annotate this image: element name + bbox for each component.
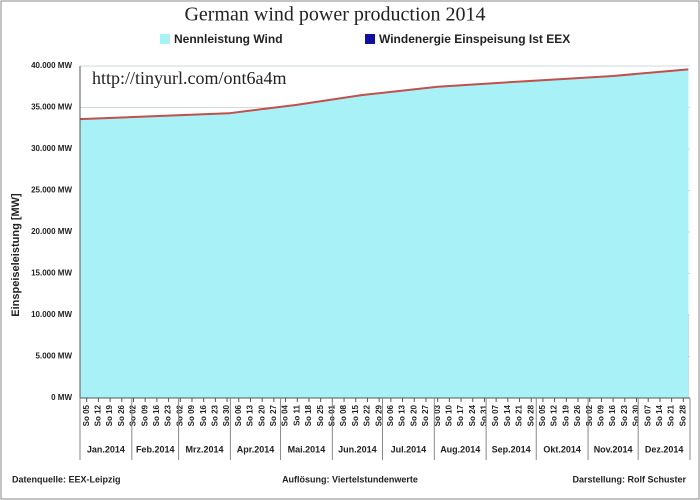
- x-tick-label: So 16: [152, 404, 161, 426]
- month-label: Okt.2014: [543, 444, 581, 454]
- x-tick-label: So 17: [456, 404, 465, 426]
- x-tick-label: So 23: [620, 404, 629, 426]
- month-label: Jul.2014: [391, 444, 427, 454]
- month-label: Feb.2014: [136, 444, 175, 454]
- capacity-line: [79, 68, 689, 121]
- x-tick-label: So 30: [222, 404, 231, 426]
- x-tick-label: So 27: [421, 404, 430, 426]
- month-label: Sep.2014: [492, 444, 531, 454]
- x-tick-label: So 11: [292, 404, 301, 425]
- x-tick-label: So 05: [538, 404, 547, 426]
- x-tick-label: So 07: [643, 404, 652, 426]
- x-tick-label: So 05: [82, 404, 91, 426]
- x-tick-label: So 08: [339, 404, 348, 426]
- x-tick-label: So 19: [561, 404, 570, 426]
- footer: Darstellung: Rolf Schuster: [572, 474, 686, 484]
- month-label: Mai.2014: [288, 444, 326, 454]
- x-tick-label: So 13: [246, 404, 255, 426]
- x-tick-label: So 15: [351, 404, 360, 426]
- legend-swatch: [160, 34, 170, 44]
- month-label: Nov.2014: [594, 444, 633, 454]
- x-tick-label: So 30: [632, 404, 641, 426]
- x-tick-label: So 20: [257, 404, 266, 426]
- x-tick-label: So 09: [597, 404, 606, 426]
- x-tick-label: So 26: [117, 404, 126, 426]
- y-tick-label: 0 MW: [51, 393, 72, 402]
- x-tick-label: So 16: [199, 404, 208, 426]
- x-tick-label: So 24: [468, 404, 477, 426]
- y-tick-label: 15.000 MW: [31, 269, 72, 278]
- y-tick-label: 5.000 MW: [36, 352, 73, 361]
- y-tick-label: 40.000 MW: [31, 61, 72, 70]
- month-label: Apr.2014: [237, 444, 275, 454]
- legend-swatch: [365, 34, 375, 44]
- x-tick-label: So 23: [210, 404, 219, 426]
- x-tick-label: So 12: [550, 404, 559, 426]
- x-tick-label: So 28: [678, 404, 687, 426]
- y-tick-label: 25.000 MW: [31, 186, 72, 195]
- x-tick-label: So 10: [444, 404, 453, 426]
- month-label: Mrz.2014: [185, 444, 223, 454]
- month-label: Jan.2014: [87, 444, 125, 454]
- y-tick-label: 30.000 MW: [31, 144, 72, 153]
- x-tick-label: So 31: [480, 404, 489, 426]
- area: [80, 69, 689, 398]
- x-tick-label: So 22: [363, 404, 372, 426]
- x-tick-label: So 06: [234, 404, 243, 426]
- month-label: Aug.2014: [440, 444, 480, 454]
- y-tick-label: 35.000 MW: [31, 103, 72, 112]
- x-tick-label: So 09: [187, 404, 196, 426]
- y-tick-label: 10.000 MW: [31, 310, 72, 319]
- x-tick-label: So 26: [573, 404, 582, 426]
- x-tick-label: So 21: [667, 404, 676, 426]
- x-tick-label: So 14: [655, 404, 664, 426]
- legend-label: Nennleistung Wind: [174, 32, 283, 46]
- x-tick-label: So 25: [316, 404, 325, 426]
- legend-label: Windenergie Einspeisung Ist EEX: [379, 32, 570, 46]
- month-label: Dez.2014: [645, 444, 684, 454]
- x-tick-label: So 07: [491, 404, 500, 426]
- y-axis-label: Einspeiseleistung [MW]: [10, 193, 22, 317]
- x-tick-label: So 20: [409, 404, 418, 426]
- x-tick-label: So 29: [374, 404, 383, 426]
- x-tick-label: So 13: [398, 404, 407, 426]
- x-tick-label: So 14: [503, 404, 512, 426]
- x-tick-label: So 02: [129, 404, 138, 426]
- x-tick-label: So 04: [281, 404, 290, 426]
- x-tick-label: So 19: [105, 404, 114, 426]
- x-tick-label: So 23: [164, 404, 173, 426]
- x-tick-label: So 21: [515, 404, 524, 426]
- x-tick-label: So 09: [140, 404, 149, 426]
- footer: Auflösung: Viertelstundenwerte: [282, 474, 418, 484]
- x-tick-label: So 18: [304, 404, 313, 426]
- x-tick-label: So 12: [93, 404, 102, 426]
- x-tick-label: So 06: [386, 404, 395, 426]
- x-tick-label: So 16: [608, 404, 617, 426]
- x-tick-label: So 03: [433, 404, 442, 426]
- y-tick-label: 20.000 MW: [31, 227, 72, 236]
- x-tick-label: So 02: [175, 404, 184, 426]
- x-tick-label: So 02: [585, 404, 594, 426]
- x-tick-label: So 28: [526, 404, 535, 426]
- x-tick-label: So 27: [269, 404, 278, 426]
- annotation: http://tinyurl.com/ont6a4m: [92, 68, 286, 88]
- chart-title: German wind power production 2014: [184, 4, 485, 26]
- month-label: Jun.2014: [338, 444, 377, 454]
- footer: Datenquelle: EEX-Leipzig: [12, 474, 121, 484]
